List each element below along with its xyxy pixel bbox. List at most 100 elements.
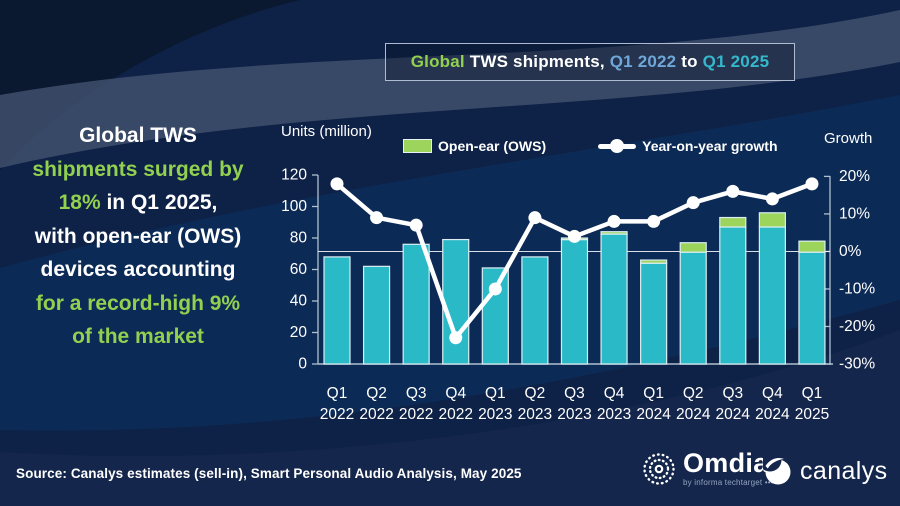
background-light-band — [0, 10, 900, 168]
headline-line: Global TWS — [8, 119, 268, 153]
x-tick-year: 2022 — [438, 406, 472, 423]
bars-layer — [323, 212, 826, 365]
growth-point-Q2-2022 — [370, 211, 384, 225]
right-tick-label: -30% — [839, 356, 875, 373]
ows-bar-segment — [600, 231, 628, 235]
tws-bar-segment — [600, 233, 628, 365]
headline-line: 18% in Q1 2025, — [8, 186, 268, 220]
bar-Q1-2024 — [640, 259, 668, 365]
left-tick-label: 80 — [290, 230, 308, 247]
left-tick-label: 120 — [281, 167, 307, 184]
bar-Q2-2024 — [679, 242, 707, 365]
bar-Q4-2024 — [758, 212, 786, 365]
growth-point-Q1-2023 — [488, 282, 502, 296]
ows-bar-segment — [798, 240, 826, 253]
growth-point-Q4-2022 — [449, 331, 463, 345]
bar-Q1-2025 — [798, 240, 826, 365]
omdia-wordmark: Omdia — [683, 448, 769, 478]
left-tick-label: 60 — [290, 261, 308, 278]
growth-point-Q4-2024 — [765, 192, 779, 206]
axis-labels: 0 20 40 60 80 100 120 20% 10% 0% -10% -20% -30% Q1 202… — [281, 167, 875, 424]
legend-label-ows: Open-ear (OWS) — [438, 138, 547, 154]
headline-segment: in Q1 2025, — [100, 191, 218, 214]
canalys-wordmark: canalys — [800, 456, 888, 485]
left-tick-label: 20 — [290, 324, 308, 341]
right-tick-label: 10% — [839, 205, 870, 222]
canalys-logo: canalys — [763, 455, 888, 487]
x-tick-quarter: Q2 — [366, 385, 387, 402]
x-tick-year: 2023 — [557, 406, 591, 423]
title-segment: TWS shipments, — [464, 52, 610, 71]
headline-segment: with open-ear (OWS) — [34, 224, 242, 248]
right-tick-label: 20% — [839, 168, 870, 185]
bar-Q2-2022 — [362, 265, 391, 365]
ows-legend-swatch-icon — [403, 139, 432, 153]
x-tick-year: 2024 — [636, 406, 671, 423]
x-tick-quarter: Q1 — [802, 385, 823, 402]
tws-bar-segment — [521, 256, 549, 365]
growth-point-Q1-2025 — [805, 177, 819, 191]
ows-bar-segment — [640, 259, 668, 264]
legend-item-growth: Year-on-year growth — [598, 138, 778, 154]
x-tick-year: 2023 — [518, 406, 552, 423]
chart-title-box: Global TWS shipments, Q1 2022 to Q1 2025 — [385, 43, 795, 81]
chart-title: Global TWS shipments, Q1 2022 to Q1 2025 — [411, 52, 770, 72]
x-tick-quarter: Q3 — [722, 385, 743, 402]
title-segment: Q1 2022 — [609, 52, 677, 71]
x-tick-year: 2024 — [676, 406, 711, 423]
ows-bar-segment — [758, 212, 786, 228]
x-tick-year: 2024 — [755, 406, 790, 423]
chart-legend: Open-ear (OWS) Year-on-year growth — [403, 138, 778, 154]
x-tick-quarter: Q4 — [445, 385, 466, 402]
headline-line: with open-ear (OWS) — [8, 220, 268, 254]
bar-Q3-2023 — [560, 237, 589, 365]
x-tick-quarter: Q1 — [327, 385, 348, 402]
right-axis-title: Growth — [824, 130, 873, 147]
x-tick-quarter: Q3 — [406, 385, 427, 402]
title-segment: Global — [410, 52, 465, 71]
tws-bar-segment — [798, 251, 826, 365]
headline-segment: of the market — [72, 325, 204, 348]
x-tick-quarter: Q4 — [762, 385, 783, 402]
bar-Q4-2022 — [442, 238, 470, 365]
headline-segment: shipments surged by — [32, 157, 244, 181]
right-tick-label: -10% — [839, 280, 875, 297]
growth-point-Q3-2024 — [726, 184, 740, 198]
title-segment: Q1 2025 — [702, 52, 770, 71]
bar-Q2-2023 — [521, 256, 549, 365]
headline-line: devices accounting — [8, 253, 268, 287]
legend-item-ows: Open-ear (OWS) — [403, 138, 546, 154]
tws-bar-segment — [758, 226, 786, 365]
tws-bar-segment — [481, 267, 509, 365]
bar-Q3-2024 — [719, 216, 747, 365]
headline-segment: Global TWS — [79, 124, 197, 147]
tws-bar-segment — [442, 238, 470, 365]
x-tick-quarter: Q2 — [683, 385, 704, 402]
x-tick-year: 2023 — [478, 406, 512, 423]
ows-bar-segment — [719, 216, 747, 228]
x-tick-quarter: Q1 — [485, 385, 506, 402]
headline-segment: for a record-high 9% — [35, 291, 241, 315]
tws-bar-segment — [560, 238, 589, 365]
omdia-logo-icon — [643, 453, 675, 485]
x-tick-quarter: Q4 — [604, 385, 625, 402]
x-tick-year: 2022 — [399, 406, 433, 423]
x-tick-year: 2024 — [716, 406, 751, 423]
left-tick-label: 100 — [281, 198, 307, 215]
canalys-logo-icon — [763, 455, 791, 485]
tws-bar-segment — [402, 243, 430, 365]
x-tick-quarter: Q3 — [564, 385, 585, 402]
left-tick-label: 40 — [290, 293, 308, 310]
omdia-logo: Omdia by informa techtarget ••• — [641, 448, 774, 487]
title-segment: to — [676, 52, 703, 71]
omdia-tagline: by informa techtarget ••• — [683, 478, 774, 487]
tws-bar-segment — [362, 265, 391, 365]
headline-line: shipments surged by — [8, 153, 268, 187]
growth-point-Q1-2024 — [647, 214, 661, 228]
tws-bar-segment — [679, 251, 707, 365]
right-tick-label: -20% — [839, 318, 875, 335]
growth-point-Q3-2022 — [409, 218, 423, 232]
headline-segment: devices accounting — [40, 258, 236, 281]
